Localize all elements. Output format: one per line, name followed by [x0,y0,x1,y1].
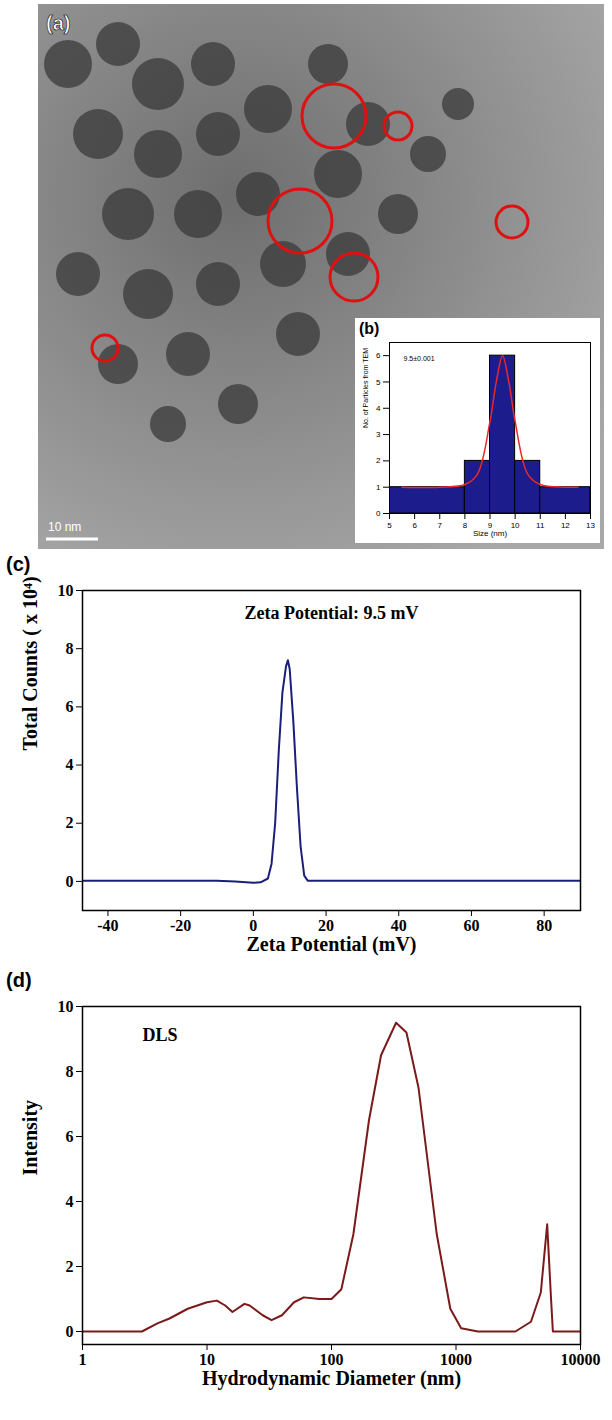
svg-text:2: 2 [66,814,74,831]
svg-text:-20: -20 [170,917,191,934]
svg-text:6: 6 [376,351,381,360]
svg-text:1: 1 [79,1351,87,1368]
svg-text:-40: -40 [97,917,118,934]
svg-text:6: 6 [66,698,74,715]
svg-text:Intensity: Intensity [19,1100,42,1176]
svg-text:DLS: DLS [143,1025,178,1045]
svg-text:1000: 1000 [440,1351,472,1368]
svg-text:11: 11 [536,521,545,530]
svg-text:10 nm: 10 nm [48,520,81,534]
svg-text:60: 60 [463,917,479,934]
svg-text:10: 10 [58,582,74,599]
svg-text:3: 3 [376,430,381,439]
svg-text:Hydrodynamic Diameter (nm): Hydrodynamic Diameter (nm) [202,1367,461,1390]
svg-text:10: 10 [58,998,74,1015]
svg-text:8: 8 [463,521,468,530]
svg-text:13: 13 [586,521,595,530]
svg-text:4: 4 [66,756,74,773]
svg-text:5: 5 [376,378,381,387]
svg-text:2: 2 [66,1258,74,1275]
svg-text:0: 0 [249,917,257,934]
svg-text:Zeta Potential (mV): Zeta Potential (mV) [247,933,417,956]
svg-text:No. of Particles from TEM: No. of Particles from TEM [362,348,369,428]
svg-text:20: 20 [318,917,334,934]
svg-text:4: 4 [376,404,381,413]
svg-text:40: 40 [391,917,407,934]
svg-text:10000: 10000 [561,1351,601,1368]
html-text:(d): (d) [6,969,32,991]
html-text:(b): (b) [359,320,380,337]
svg-text:6: 6 [412,521,417,530]
svg-text:0: 0 [376,509,381,518]
svg-text:5: 5 [387,521,392,530]
svg-text:6: 6 [66,1128,74,1145]
svg-text:7: 7 [438,521,443,530]
svg-text:4: 4 [66,1193,74,1210]
html-text:(c): (c) [6,553,31,575]
svg-text:8: 8 [66,1063,74,1080]
svg-text:9.5±0.001: 9.5±0.001 [404,355,435,362]
svg-text:1: 1 [376,483,381,492]
svg-text:10: 10 [199,1351,215,1368]
svg-text:12: 12 [561,521,570,530]
svg-text:10: 10 [511,521,520,530]
svg-text:8: 8 [66,640,74,657]
svg-text:0: 0 [66,1323,74,1340]
svg-text:0: 0 [66,873,74,890]
svg-text:Size (nm): Size (nm) [473,529,508,538]
svg-text:Total Counts ( x 10⁴): Total Counts ( x 10⁴) [19,576,42,750]
svg-text:Zeta Potential: 9.5 mV: Zeta Potential: 9.5 mV [245,603,419,623]
svg-text:100: 100 [320,1351,344,1368]
svg-text:2: 2 [376,456,381,465]
svg-text:(a): (a) [46,12,70,34]
svg-text:9: 9 [487,521,493,531]
svg-text:80: 80 [536,917,552,934]
